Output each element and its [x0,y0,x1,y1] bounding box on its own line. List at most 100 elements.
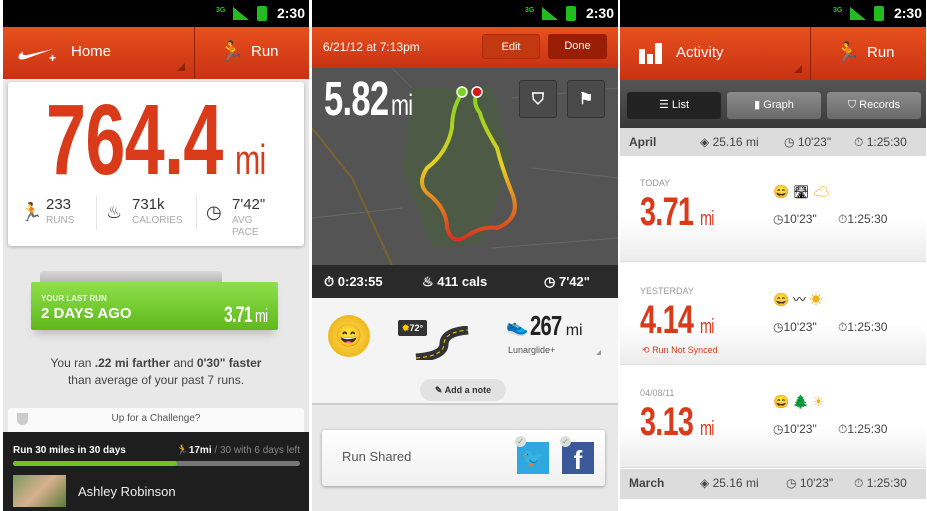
pace-summary: ◷ 10'23" [786,476,834,490]
smiley-icon: 😄 [773,184,790,199]
run-button[interactable]: 🏃 Run [835,42,895,64]
clock-icon: ◷ [773,422,784,436]
run-shared-card: Run Shared 🐦 ✓ f ✓ [322,430,605,486]
activity-menu-button[interactable]: Activity [620,27,809,80]
run-list-item[interactable]: TODAY 3.71 mi 😄 🛣 ☁ ◷10'23" ⏱1:25:30 [620,156,926,262]
run-list-item[interactable]: 04/08/11 3.13 mi 😄 🌲 ☀ ◷10'23" ⏱1:25:30 [620,366,926,468]
signal-icon [850,7,866,20]
challenge-panel[interactable]: Run 30 miles in 30 days 🏃17mi / 30 with … [3,432,309,511]
comparison-text: You ran .22 mi farther and 0'30" faster t… [50,356,262,387]
tab-graph[interactable]: ▮ Graph [727,92,821,119]
run-pace: ◷10'23" [773,320,817,334]
run-list-item[interactable]: YESTERDAY 4.14 mi ⟲ Run Not Synced 😄 〰 ☀ … [620,264,926,365]
dropdown-indicator-icon [596,350,601,355]
challenge-progress-text: 🏃17mi / 30 with 6 days left [176,445,300,456]
road-icon: 🛣 [792,184,810,199]
distance-summary: ◈ 25.16 mi [700,476,759,490]
total-distance: 764.4 mi [46,84,266,196]
battery-icon [566,6,576,21]
tab-list[interactable]: ☰ List [627,92,721,119]
run-distance: 5.82 mi [324,73,413,126]
total-distance-card: 764.4 mi 🏃 233 RUNS ♨ 731k CALORIES ◷ 7'42" AVG… [8,82,304,246]
run-pace: ◷10'23" [773,422,817,436]
flame-icon: ♨ [106,202,123,222]
route-map[interactable]: 5.82 mi ⛉ ⚑ [312,68,618,265]
network-icon: 3G [216,7,226,14]
add-note-button[interactable]: ✎ Add a note [420,379,506,401]
run-time: ⏱ 0:23:55 [324,274,383,289]
start-marker [456,86,468,98]
clock-icon: ◷ [773,212,784,226]
network-icon: 3G [525,7,535,14]
run-date: 6/21/12 at 7:13pm [323,40,420,54]
challenge-prompt-button[interactable]: Up for a Challenge? [8,408,304,432]
run-icons: 😄 🛣 ☁ [773,184,829,200]
mile-splits-button[interactable]: ⚑ [567,80,605,118]
signal-icon [542,7,558,20]
track-icon: 〰 [792,292,806,307]
last-run-distance: 3.71 mi [224,302,268,327]
runner-icon: 🏃 [835,42,860,64]
distance-summary: ◈ 25.16 mi [700,135,759,149]
app-header: + Home 🏃 Run [3,27,309,79]
pace-icon: ◷ [544,274,556,289]
run-icons: 😄 🌲 ☀ [773,394,824,410]
svg-text:+: + [49,51,56,63]
shoe-selector[interactable]: 👟 267 mi Lunarglide+ [506,310,606,360]
dropdown-indicator-icon [177,63,185,71]
status-bar: 3G 2:30 [620,0,926,27]
month-summary-april: April ◈ 25.16 mi ◷ 10'23" ⏱ 1:25:30 [620,128,926,156]
terrain-weather[interactable]: ✹72° [398,320,470,360]
run-date: 04/08/11 [640,388,675,398]
battery-icon [874,6,884,21]
battery-icon [257,6,267,21]
shield-icon: ⛉ [847,99,857,111]
cloudy-icon: ☁ [812,184,830,199]
month-summary-march: March ◈ 25.16 mi ◷ 10'23" ⏱ 1:25:30 [620,469,926,499]
facebook-icon[interactable]: f [562,442,594,475]
sunny-icon: ☀ [809,292,823,307]
route-shield-button[interactable]: ⛉ [519,80,557,118]
smiley-icon: 😄 [773,394,790,409]
run-icons: 😄 〰 ☀ [773,292,822,308]
avatar[interactable] [13,475,66,507]
flag-icon: ⚑ [578,91,594,108]
trail-icon: 🌲 [792,394,809,409]
status-bar: 3G 2:30 [3,0,309,27]
runner-icon: 🏃 [20,202,43,222]
run-date: YESTERDAY [640,286,694,296]
tab-records[interactable]: ⛉ Records [827,92,921,119]
road-icon [415,326,469,360]
dropdown-indicator-icon [794,65,802,73]
shield-icon [17,413,28,425]
twitter-icon[interactable]: 🐦 [517,442,549,474]
clock: 2:30 [585,5,614,21]
speedometer-icon: ◷ [206,202,222,222]
route-icon: ⛉ [531,91,544,108]
diamond-icon: ◈ [700,476,710,490]
done-button[interactable]: Done [548,34,607,59]
stopwatch-icon: ⏱ [854,476,864,490]
check-icon: ✓ [515,436,526,447]
route-path [312,68,618,265]
weather-badge: ✹72° [398,320,428,336]
diamond-icon: ◈ [700,135,710,149]
bar-chart-icon: ▮ [754,99,761,111]
last-run-card[interactable]: YOUR LAST RUN 2 DAYS AGO 3.71 mi [31,282,278,330]
runner-icon: 🏃 [219,41,244,63]
view-tabs: ☰ List ▮ Graph ⛉ Records [620,80,926,128]
sync-warning[interactable]: ⟲ Run Not Synced [642,345,718,355]
home-title: Home [71,43,112,60]
duration-summary: ⏱ 1:25:30 [854,135,907,149]
clock-icon: ◷ [773,320,784,334]
run-detail-screen: 3G 2:30 6/21/12 at 7:13pm Edit Done 5.82 m… [312,0,618,511]
edit-button[interactable]: Edit [482,34,540,59]
duration-summary: ⏱ 1:25:30 [854,476,907,490]
run-date: TODAY [640,178,671,188]
status-bar: 3G 2:30 [312,0,618,27]
mood-smiley-icon[interactable]: 😄 [328,315,370,357]
run-button[interactable]: 🏃 Run [195,27,309,79]
clock: 2:30 [276,5,305,21]
home-menu-button[interactable]: + Home [3,27,193,79]
stopwatch-icon: ⏱ [324,274,335,289]
